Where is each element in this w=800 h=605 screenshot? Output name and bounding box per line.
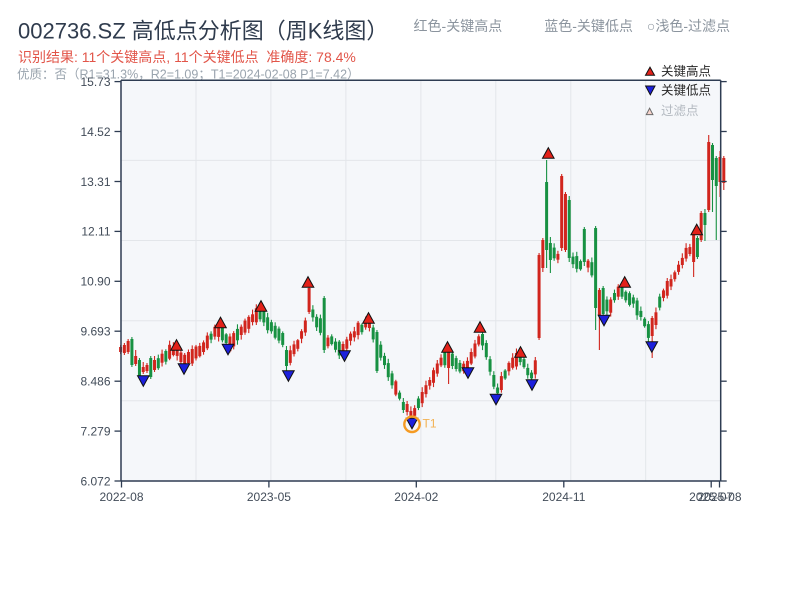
svg-text:2022-08: 2022-08 <box>99 490 143 504</box>
svg-text:10.90: 10.90 <box>80 275 110 289</box>
svg-text:9.693: 9.693 <box>80 325 110 339</box>
svg-text:红色-关键高点 蓝色-关键低点 ○浅色-过滤点: 红色-关键高点 蓝色-关键低点 ○浅色-过滤点 <box>414 18 730 34</box>
svg-text:6.072: 6.072 <box>80 474 110 488</box>
svg-text:14.52: 14.52 <box>80 125 110 139</box>
svg-text:T1: T1 <box>423 417 437 431</box>
svg-text:2024-11: 2024-11 <box>542 490 585 504</box>
svg-text:2024-02: 2024-02 <box>394 490 438 504</box>
svg-text:13.31: 13.31 <box>80 175 110 189</box>
svg-text:12.11: 12.11 <box>81 225 110 239</box>
svg-text:15.73: 15.73 <box>80 75 110 89</box>
svg-text:2025-08: 2025-08 <box>697 490 741 504</box>
svg-text:优质：否（R1=31.3%，R2=1.09；T1=2024-: 优质：否（R1=31.3%，R2=1.09；T1=2024-02-08 P1=7… <box>17 68 360 82</box>
svg-text:过滤点: 过滤点 <box>661 104 699 118</box>
svg-text:关键高点: 关键高点 <box>661 63 711 78</box>
svg-text:2025-07: 2025-07 <box>689 490 733 504</box>
svg-text:2023-05: 2023-05 <box>247 490 291 504</box>
svg-text:7.279: 7.279 <box>80 424 110 438</box>
svg-text:识别结果: 11个关键高点, 11个关键低点 准确度: 7: 识别结果: 11个关键高点, 11个关键低点 准确度: 78.4% <box>18 49 356 65</box>
svg-text:关键低点: 关键低点 <box>661 83 711 97</box>
svg-text:002736.SZ 高低点分析图（周K线图）: 002736.SZ 高低点分析图（周K线图） <box>18 19 388 44</box>
svg-text:8.486: 8.486 <box>80 375 110 389</box>
